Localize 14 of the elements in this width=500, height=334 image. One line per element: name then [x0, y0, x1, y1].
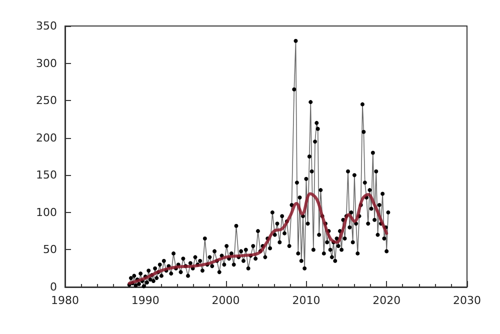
y-tick-label: 50	[43, 243, 57, 256]
x-tick-label: 2000	[212, 294, 240, 307]
x-tick-label: 1990	[131, 294, 160, 307]
y-tick-label: 150	[36, 168, 57, 182]
y-tick-label: 200	[36, 131, 57, 144]
x-tick-label: 1980	[51, 294, 79, 307]
y-tick-label: 350	[36, 20, 57, 32]
x-tick-label: 2010	[292, 294, 320, 307]
y-tick-label: 100	[36, 206, 57, 219]
y-tick-label: 0	[50, 280, 57, 294]
y-tick-label: 300	[36, 56, 57, 70]
y-tick-label: 250	[36, 94, 57, 108]
x-tick-label: 2020	[372, 294, 401, 307]
x-tick-label: 2030	[453, 294, 481, 307]
